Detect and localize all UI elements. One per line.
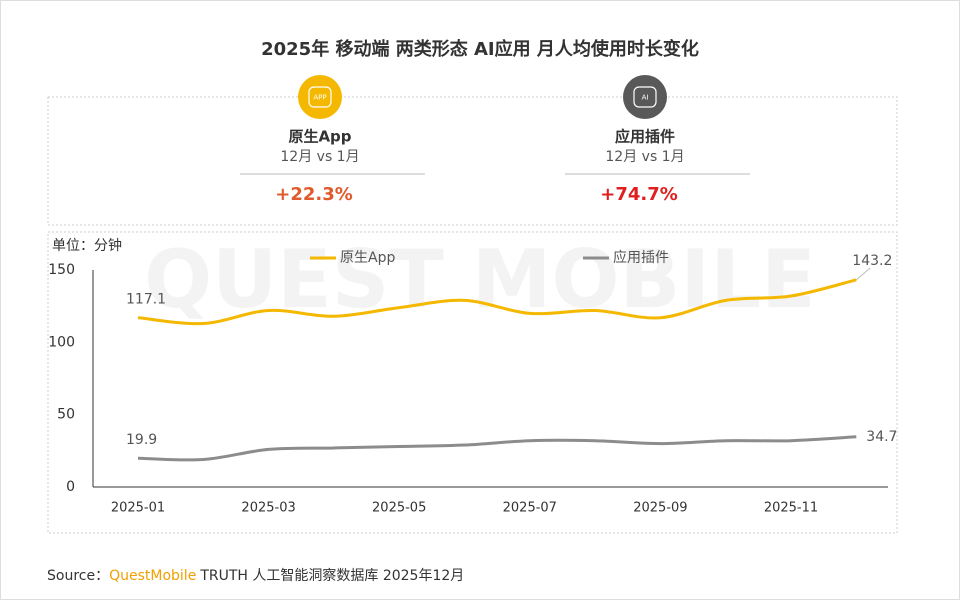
series-line: [137, 435, 857, 462]
card-change: +74.7%: [600, 184, 678, 205]
y-tick-label: 50: [57, 407, 75, 423]
legend-label: 原生App: [340, 250, 395, 266]
icon-frame: [308, 86, 332, 108]
source: Source：QuestMobile TRUTH 人工智能洞察数据库 2025年1…: [47, 567, 464, 584]
source-text: TRUTH 人工智能洞察数据库 2025年12月: [199, 567, 464, 584]
icon-circle: [298, 75, 342, 119]
x-tick-label: 2025-09: [633, 501, 687, 516]
title: 2025年 移动端 两类形态 AI应用 月人均使用时长变化: [261, 38, 699, 60]
card-label: 应用插件: [615, 128, 675, 146]
card-compare: 12月 vs 1月: [605, 149, 684, 165]
source-prefix: Source：: [47, 568, 109, 584]
icon-text: APP: [313, 94, 326, 102]
y-tick-label: 150: [48, 262, 75, 278]
label-leader: [855, 267, 871, 281]
x-tick-label: 2025-11: [764, 501, 818, 516]
data-label: 34.7: [866, 429, 897, 445]
icon-frame: [633, 86, 657, 108]
y-tick-label: 0: [66, 479, 75, 495]
x-tick-label: 2025-01: [111, 501, 165, 516]
watermark: QUEST MOBILE: [144, 233, 816, 326]
source-brand: QuestMobile: [109, 568, 196, 584]
icon-circle: [623, 75, 667, 119]
unit-label: 单位：分钟: [52, 237, 122, 254]
series-line: [137, 278, 857, 326]
data-label: 143.2: [852, 253, 892, 269]
x-tick-label: 2025-07: [503, 501, 557, 516]
legend-label: 应用插件: [613, 249, 669, 266]
x-tick-label: 2025-05: [372, 501, 426, 516]
card-label: 原生App: [288, 128, 351, 146]
chart-panel: [47, 231, 898, 534]
card-compare: 12月 vs 1月: [280, 149, 359, 165]
card-change: +22.3%: [275, 184, 353, 205]
summary-panel: [47, 96, 898, 226]
icon-text: AI: [642, 94, 649, 102]
data-label: 117.1: [126, 292, 166, 308]
y-tick-label: 100: [48, 334, 75, 350]
data-label: 19.9: [126, 432, 157, 448]
x-tick-label: 2025-03: [241, 501, 295, 516]
